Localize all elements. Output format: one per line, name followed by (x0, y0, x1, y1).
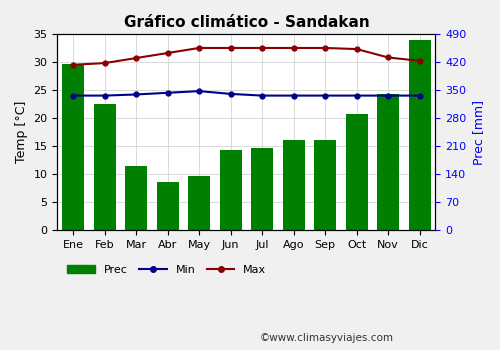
Bar (314, 140, 336, 230)
Legend: Prec, Min, Max: Prec, Min, Max (63, 260, 271, 279)
Bar (377, 94, 399, 230)
Bar (282, 140, 304, 230)
Y-axis label: Prec [mm]: Prec [mm] (472, 99, 485, 164)
Bar (94, 104, 116, 230)
Bar (251, 148, 273, 230)
Text: ©www.climasyviajes.com: ©www.climasyviajes.com (260, 333, 394, 343)
Bar (188, 176, 210, 230)
Bar (62, 64, 84, 230)
Bar (220, 150, 242, 230)
Title: Gráfico climático - Sandakan: Gráfico climático - Sandakan (124, 15, 370, 30)
Bar (346, 114, 368, 230)
Bar (125, 166, 147, 230)
Y-axis label: Temp [°C]: Temp [°C] (15, 101, 28, 163)
Bar (408, 40, 430, 230)
Bar (156, 182, 178, 230)
